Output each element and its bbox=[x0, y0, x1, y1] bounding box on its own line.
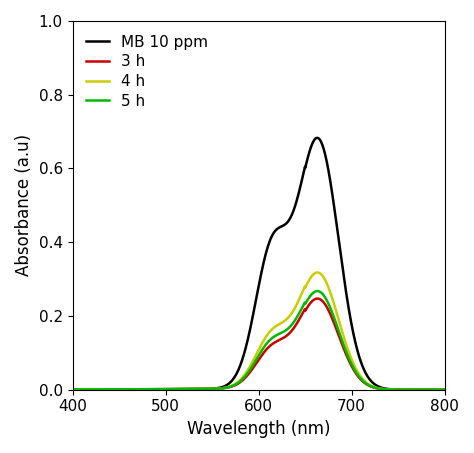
4 h bbox=[251, 357, 256, 363]
Line: MB 10 ppm: MB 10 ppm bbox=[73, 138, 445, 390]
3 h bbox=[442, 387, 447, 392]
MB 10 ppm bbox=[251, 310, 256, 316]
Line: 4 h: 4 h bbox=[73, 272, 445, 390]
5 h bbox=[89, 387, 94, 392]
5 h bbox=[241, 375, 246, 381]
3 h bbox=[70, 387, 75, 392]
3 h bbox=[431, 387, 437, 392]
5 h bbox=[431, 387, 437, 392]
X-axis label: Wavelength (nm): Wavelength (nm) bbox=[187, 420, 330, 438]
4 h bbox=[70, 387, 75, 392]
MB 10 ppm bbox=[442, 387, 447, 392]
4 h bbox=[363, 379, 368, 385]
5 h bbox=[431, 387, 437, 392]
MB 10 ppm bbox=[431, 387, 437, 392]
3 h bbox=[89, 387, 94, 392]
MB 10 ppm bbox=[89, 387, 94, 392]
5 h bbox=[315, 289, 320, 294]
Y-axis label: Absorbance (a.u): Absorbance (a.u) bbox=[15, 134, 33, 276]
4 h bbox=[431, 387, 437, 392]
5 h bbox=[70, 387, 75, 392]
Line: 5 h: 5 h bbox=[73, 291, 445, 390]
MB 10 ppm bbox=[363, 371, 368, 376]
3 h bbox=[241, 377, 246, 382]
MB 10 ppm bbox=[241, 353, 246, 358]
4 h bbox=[241, 373, 246, 379]
MB 10 ppm bbox=[314, 135, 320, 140]
5 h bbox=[442, 387, 447, 392]
3 h bbox=[363, 381, 368, 386]
Line: 3 h: 3 h bbox=[73, 299, 445, 390]
Legend: MB 10 ppm, 3 h, 4 h, 5 h: MB 10 ppm, 3 h, 4 h, 5 h bbox=[80, 29, 215, 115]
MB 10 ppm bbox=[70, 387, 75, 392]
4 h bbox=[442, 387, 447, 392]
4 h bbox=[431, 387, 437, 392]
4 h bbox=[315, 270, 320, 275]
4 h bbox=[89, 387, 94, 392]
3 h bbox=[315, 296, 320, 301]
3 h bbox=[431, 387, 437, 392]
3 h bbox=[251, 365, 256, 370]
MB 10 ppm bbox=[431, 387, 437, 392]
5 h bbox=[251, 361, 256, 367]
5 h bbox=[363, 381, 368, 386]
